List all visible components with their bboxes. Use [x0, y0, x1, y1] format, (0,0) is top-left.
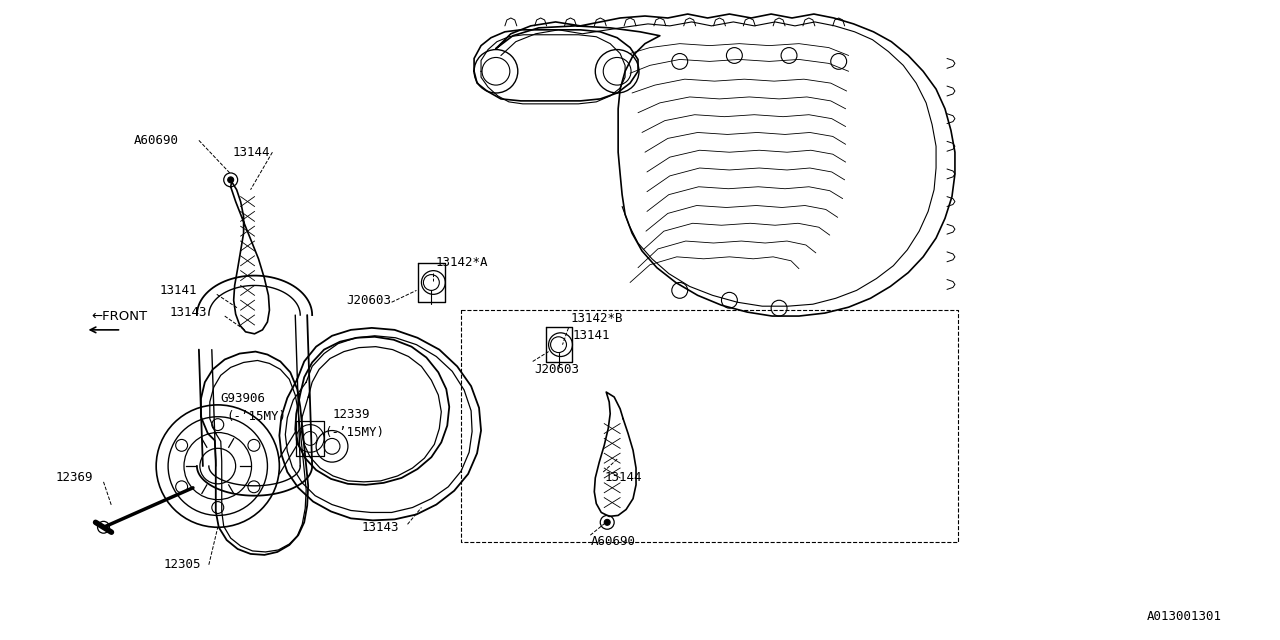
Text: 13143: 13143	[362, 521, 399, 534]
Text: 13142*A: 13142*A	[435, 256, 488, 269]
Text: (-’15MY): (-’15MY)	[227, 410, 287, 423]
Text: 13144: 13144	[604, 472, 641, 484]
Text: A013001301: A013001301	[1147, 609, 1221, 623]
Text: 13143: 13143	[169, 306, 206, 319]
Text: A60690: A60690	[590, 534, 635, 548]
Text: 12305: 12305	[163, 558, 201, 572]
Text: G93906: G93906	[220, 392, 266, 406]
Circle shape	[604, 520, 611, 525]
Circle shape	[228, 177, 234, 183]
Text: 12369: 12369	[56, 472, 93, 484]
Text: (-’15MY): (-’15MY)	[324, 426, 384, 439]
Text: ←FRONT: ←FRONT	[92, 310, 147, 323]
Text: 12339: 12339	[332, 408, 370, 421]
Text: A60690: A60690	[133, 134, 178, 147]
Text: J20603: J20603	[535, 363, 580, 376]
Text: 13142*B: 13142*B	[571, 312, 623, 324]
Text: 13141: 13141	[572, 330, 611, 342]
Text: J20603: J20603	[346, 294, 390, 307]
Text: 13144: 13144	[233, 146, 270, 159]
Text: 13141: 13141	[159, 284, 197, 297]
